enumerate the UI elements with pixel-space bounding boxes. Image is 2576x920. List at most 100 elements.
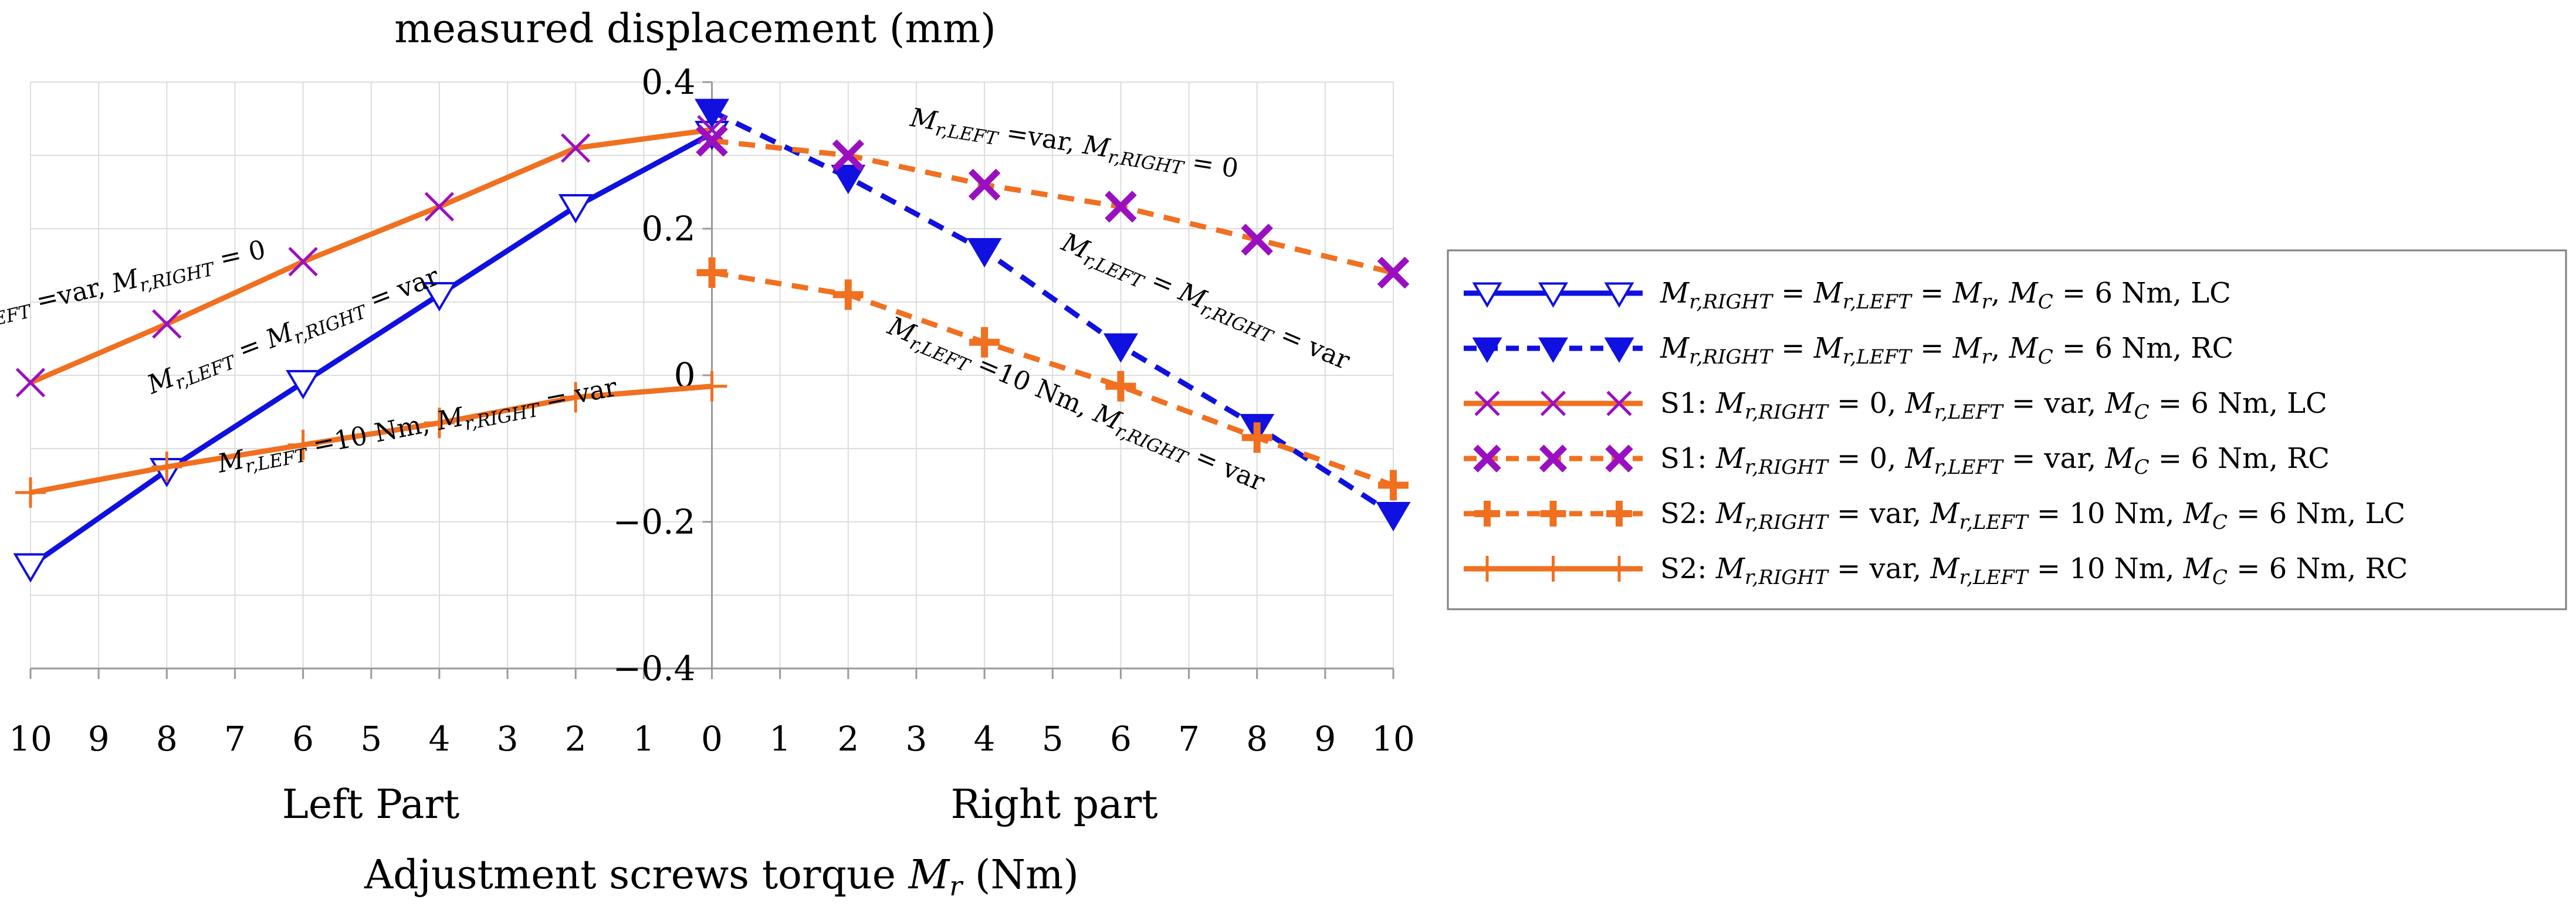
left-part-label: Left Part [282,782,460,828]
series-line [711,270,1394,488]
subscript-text: C [2212,566,2228,589]
x-tick-label: 1 [633,719,655,759]
data-point [696,371,727,402]
x-axis-label: Adjustment screws torque Mr (Nm) [364,852,1079,902]
main-text: = M [1772,332,1844,365]
symbol-text: M [1905,387,1935,420]
data-point [969,327,1000,358]
main-text: , M [1991,332,2039,365]
legend-entry-1: Mr,RIGHT = Mr,LEFT = Mr, MC = 6 Nm, LC [1464,277,2231,314]
subscript-text: C [2134,400,2150,424]
data-point [152,309,182,339]
data-point [286,370,321,400]
legend-label: S1: Mr,RIGHT = 0, Mr,LEFT = var, MC = 6 … [1660,387,2327,424]
subscript-text: r,RIGHT [1745,511,1829,534]
main-text-part: S1: [1660,387,1716,420]
main-text-part: S2: [1660,552,1716,585]
subscript-text: r,LEFT [1843,345,1912,369]
data-point [1472,337,1502,363]
main-text: = 6 Nm, LC [2150,387,2327,420]
symbol-text: M [434,402,467,436]
symbol-text: M [1905,442,1935,475]
subscript-text: C [2134,456,2150,479]
x-tick-label: 5 [1042,719,1064,759]
main-text: = 6 Nm, RC [2228,552,2408,585]
legend-label: S2: Mr,RIGHT = var, Mr,LEFT = 10 Nm, MC … [1660,552,2408,589]
symbol-text: M [1715,442,1746,475]
main-text: M [908,103,939,137]
main-text: = 6 Nm, RC [2053,332,2233,365]
symbol-text: M [2183,552,2213,585]
data-point [15,477,46,508]
subscript-text: r,LEFT [1959,566,2029,589]
main-text: = M [1911,277,1983,310]
data-point [1604,282,1634,308]
symbol-text: M [908,103,939,137]
symbol-text: M [2183,497,2213,530]
series-line [29,127,713,385]
main-text-part: = 0, [1828,387,1905,420]
legend-entry-5: S2: Mr,RIGHT = var, Mr,LEFT = 10 Nm, MC … [1464,497,2405,534]
chart-title: measured displacement (mm) [394,6,996,52]
main-text: = 10 Nm, M [2028,552,2213,585]
main-text: = M [1772,277,1844,310]
data-point [287,429,319,460]
main-text: = 6 Nm, RC [2150,442,2330,475]
x-axis-label-symbol: M [908,852,951,898]
x-tick-label: 2 [837,719,859,759]
symbol-text: M [1952,277,1983,310]
series-line [29,131,713,568]
main-text: = var, M [1828,497,1961,530]
main-text: = var, M [1828,552,1961,585]
data-point [560,382,591,413]
y-tick-label: 0.2 [641,209,695,249]
data-point [695,99,729,128]
symbol-text: M [2009,277,2039,310]
right-part-label: Right part [950,782,1157,828]
symbol-text: M [1715,552,1746,585]
main-text: , M [1991,277,2039,310]
main-text-part: = var, [1828,552,1931,585]
data-point [1474,391,1500,416]
data-point [697,115,727,145]
main-text-part: S2: [1660,497,1716,530]
data-point [1540,391,1566,416]
subscript-text: r,RIGHT [1689,290,1773,314]
x-tick-label: 9 [1314,719,1336,759]
data-point [1606,556,1632,582]
data-point [424,408,455,439]
x-tick-label: 6 [1110,719,1132,759]
subscript-text: r,LEFT [1843,290,1912,314]
data-point [1540,501,1566,527]
series-line [30,383,712,495]
symbol-text: M [1660,332,1690,365]
main-text: S1: M [1660,442,1746,475]
subscript-text: r [1982,345,1992,369]
x-tick-label: 6 [292,719,314,759]
symbol-text: M [2104,387,2135,420]
x-axis-label-suffix: (Nm) [962,852,1079,898]
data-point [832,139,865,172]
x-tick-label: 7 [224,719,246,759]
subscript-text: r,LEFT [1959,511,2029,534]
data-point [696,124,728,157]
symbol-text: M [1813,332,1844,365]
data-point [1105,191,1137,223]
x-tick-label: 4 [974,719,996,759]
main-text: = 6 Nm, LC [2053,277,2231,310]
legend-box [1447,249,2567,610]
main-text: M [1660,332,1690,365]
data-point [832,279,864,310]
subscript-text: r [1982,290,1992,314]
main-text: = var, M [2003,442,2135,475]
subscript-text: C [2038,290,2053,314]
symbol-text: M [1930,552,1961,585]
series-5 [696,257,1409,501]
subscript-text: C [2212,511,2228,534]
data-point [1376,502,1411,532]
x-tick-label: 10 [1372,719,1415,759]
main-text: M [215,444,248,479]
series-4 [696,124,1410,289]
x-axis-label-subscript: r [949,870,964,902]
data-point [15,368,46,398]
